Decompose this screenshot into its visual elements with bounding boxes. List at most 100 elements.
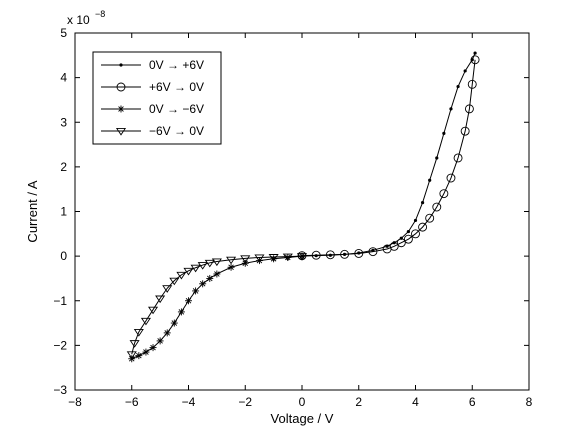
data-point-circle (418, 222, 428, 232)
data-point-triangle-down (226, 256, 237, 265)
data-point-asterisk (241, 259, 249, 267)
y-exponent-base: x 10 (67, 13, 90, 27)
data-point-triangle-down (129, 340, 140, 348)
data-point-dot (399, 236, 403, 240)
data-point-triangle-down (115, 128, 127, 136)
series-circle (297, 55, 480, 261)
data-point-circle (464, 104, 474, 114)
y-axis-exponent: x 10 −8 (67, 9, 105, 27)
data-point-circle (354, 248, 364, 258)
y-tick-label: 5 (60, 26, 67, 40)
data-point-asterisk (206, 274, 214, 282)
data-point-triangle-down (190, 264, 201, 273)
axis-ticks (74, 32, 530, 391)
legend-label: 0V → +6V (149, 58, 204, 72)
series-line (301, 59, 476, 257)
y-tick-label: 4 (60, 71, 67, 85)
data-point-asterisk (177, 308, 185, 316)
data-point-circle (453, 153, 463, 163)
data-point-circle (325, 250, 335, 260)
data-point-triangle-down (147, 306, 159, 315)
data-point-circle (368, 247, 378, 257)
data-point-asterisk (199, 280, 207, 288)
data-point-circle (403, 234, 413, 244)
data-series (126, 51, 480, 363)
y-tick-label: 0 (60, 249, 67, 263)
x-tick-label: −6 (125, 395, 139, 409)
data-point-asterisk (142, 348, 150, 356)
y-tick-label: 1 (60, 205, 67, 219)
data-point-asterisk (213, 270, 221, 278)
y-tick-label: −3 (53, 383, 67, 397)
data-point-triangle-down (176, 271, 187, 280)
x-tick-label: 8 (526, 395, 533, 409)
data-point-circle (467, 79, 477, 89)
data-point-triangle-down (197, 262, 208, 270)
y-exponent-power: −8 (95, 9, 105, 19)
data-point-triangle-down (211, 258, 222, 267)
data-point-asterisk (149, 344, 157, 352)
data-point-circle (411, 229, 420, 239)
legend-box (92, 51, 222, 145)
data-point-circle (470, 55, 480, 65)
legend-label: −6V → 0V (149, 124, 204, 138)
x-axis-label: Voltage / V (271, 411, 334, 426)
data-point-dot (385, 244, 389, 248)
data-point-triangle-down (162, 285, 173, 293)
data-point-dot (420, 200, 425, 205)
y-tick-label: 3 (60, 115, 67, 129)
data-point-circle (382, 244, 392, 254)
data-point-dot (406, 229, 411, 234)
y-tick-label: −2 (53, 338, 67, 352)
axis-tick-labels: −8 −6 −4 −2 0 2 4 6 8 −3 −2 −1 0 1 2 3 4 5 (53, 26, 532, 409)
y-axis-label: Current / A (25, 180, 40, 242)
data-point-circle (340, 249, 350, 259)
data-point-dot (119, 63, 123, 67)
data-point-triangle-down (155, 295, 166, 304)
data-point-asterisk (185, 297, 192, 305)
legend-label: +6V → 0V (149, 80, 204, 94)
legend: 0V → +6V +6V → 0V 0V → −6V −6V → 0V (92, 51, 222, 145)
data-point-asterisk (284, 253, 292, 261)
data-point-triangle-down (183, 267, 194, 276)
data-point-asterisk (227, 263, 235, 271)
data-point-circle (425, 213, 435, 223)
x-tick-label: 2 (355, 395, 362, 409)
data-point-dot (463, 69, 467, 73)
data-point-dot (456, 84, 460, 89)
data-point-triangle-down (296, 253, 308, 261)
x-tick-label: −4 (182, 395, 196, 409)
data-point-dot (442, 131, 446, 136)
data-point-asterisk (117, 105, 125, 113)
data-point-circle (116, 82, 126, 92)
data-point-triangle-down (133, 329, 144, 337)
data-point-asterisk (192, 287, 200, 295)
data-point-triangle-down (126, 351, 137, 359)
data-point-asterisk (163, 329, 171, 337)
x-tick-label: 4 (412, 395, 419, 409)
data-point-triangle-down (240, 255, 251, 263)
x-tick-label: 0 (299, 395, 306, 409)
data-point-triangle-down (169, 277, 180, 286)
data-point-circle (446, 173, 456, 183)
y-tick-label: 2 (60, 160, 67, 174)
legend-label: 0V → −6V (149, 102, 204, 116)
data-point-asterisk (156, 337, 164, 345)
y-tick-label: −1 (53, 294, 67, 308)
data-point-asterisk (135, 352, 143, 360)
data-point-circle (396, 238, 406, 248)
data-point-triangle-down (254, 254, 265, 263)
data-point-dot (449, 107, 453, 111)
data-point-circle (432, 202, 442, 212)
x-tick-label: −8 (68, 395, 82, 409)
data-point-dot (435, 156, 439, 160)
x-tick-label: 6 (469, 395, 476, 409)
data-point-dot (473, 51, 477, 55)
data-point-dot (413, 218, 418, 223)
data-point-triangle-down (268, 254, 279, 262)
data-point-circle (311, 250, 321, 260)
data-point-asterisk (170, 319, 178, 327)
series-triangle-down (126, 253, 308, 359)
data-point-dot (428, 178, 432, 182)
